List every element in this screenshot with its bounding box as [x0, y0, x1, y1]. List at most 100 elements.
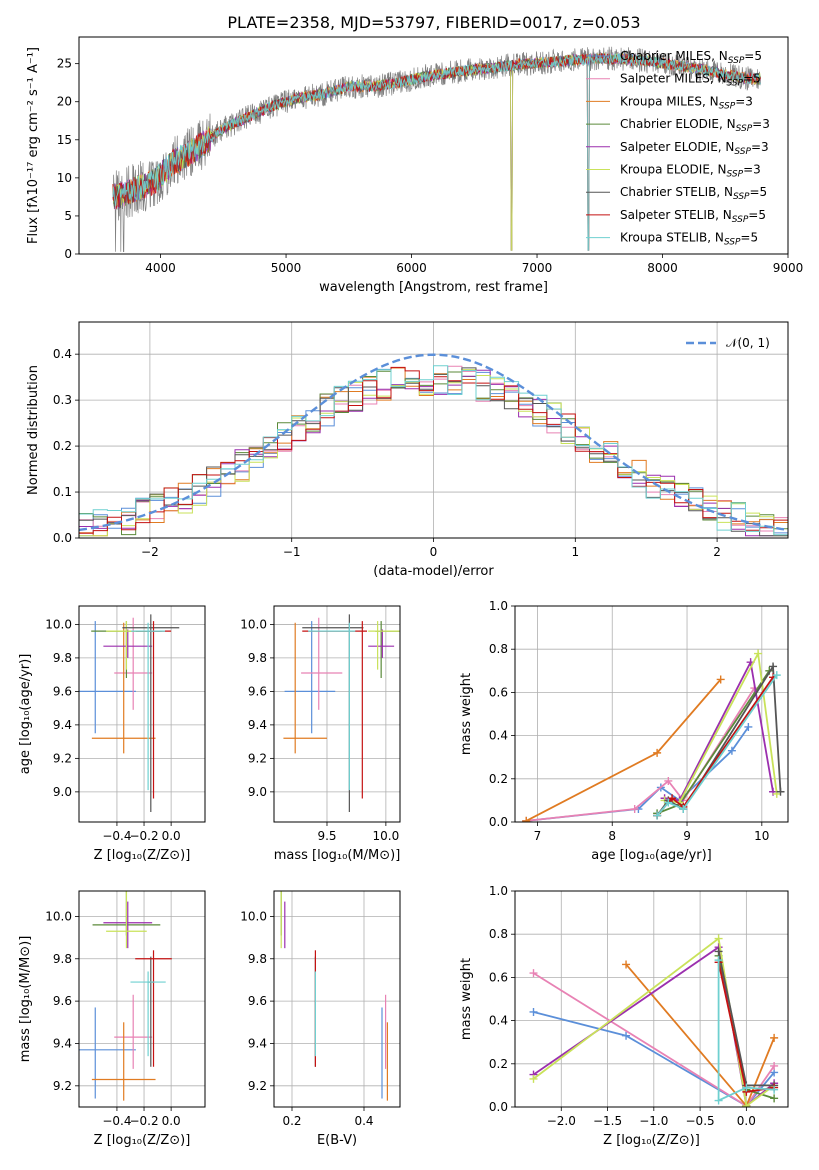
x-tick-label: 5000 [271, 261, 302, 275]
series-marker [622, 960, 631, 969]
axes-frame [514, 605, 789, 823]
x-axis-label: wavelength [Angstrom, rest frame] [319, 280, 548, 295]
weight-series [653, 671, 781, 820]
series-marker [522, 816, 531, 822]
y-tick-label: 1.0 [489, 884, 508, 898]
x-tick-label: 0.2 [282, 1114, 301, 1128]
series-marker [770, 1085, 779, 1094]
y-tick-label: 0.8 [489, 927, 508, 941]
series-marker [772, 671, 781, 680]
y-tick-label: 9.2 [248, 751, 267, 765]
legend-sub: SSP [727, 170, 744, 180]
series-line [656, 676, 774, 817]
legend-entry: Kroupa MILES, NSSP=3 [620, 94, 753, 111]
error-cross [79, 621, 136, 734]
y-tick-label: 15 [57, 133, 72, 147]
x-tick-label: 0.0 [737, 1114, 756, 1128]
y-tick-label: 0 [64, 247, 72, 261]
legend-entry: Kroupa STELIB, NSSP=5 [620, 231, 758, 248]
plot-area [79, 353, 788, 537]
error-cross [91, 1022, 156, 1101]
error-cross [301, 617, 343, 710]
x-tick-label: 10.0 [373, 829, 400, 843]
y-tick-label: 0.3 [53, 393, 72, 407]
y-tick-label: 0.0 [53, 531, 72, 545]
y-tick-label: 9.0 [248, 785, 267, 799]
error-cross [135, 950, 172, 1067]
x-axis-label: Z [log₁₀(Z/Z⊙)] [94, 848, 191, 863]
legend-sub: SSP [719, 101, 736, 111]
y-tick-label: 10.0 [240, 617, 267, 631]
x-tick-label: 0 [430, 545, 438, 559]
histogram-step [79, 369, 788, 537]
legend-text: Kroupa STELIB, N [620, 231, 724, 245]
error-cross [122, 614, 180, 812]
x-tick-label: −0.2 [129, 829, 158, 843]
y-tick-label: 9.6 [248, 684, 267, 698]
legend-sub: SSP [732, 215, 749, 225]
spectrum-title: PLATE=2358, MJD=53797, FIBERID=0017, z=0… [227, 13, 640, 32]
legend-text: Chabrier ELODIE, N [620, 117, 736, 131]
legend-tail: =5 [750, 185, 768, 199]
weight-series [653, 673, 778, 820]
legend-entry: Kroupa ELODIE, NSSP=3 [620, 163, 761, 180]
panel-age_vs_mass: 9.5 10.0 9.0 9.2 9.4 9.6 9.8 10.0 mass [log₁₀(M/… [240, 605, 401, 863]
error-cross [106, 891, 147, 949]
series-marker [529, 1074, 538, 1083]
x-tick-label: −2 [141, 545, 159, 559]
series-marker [776, 787, 785, 796]
y-tick-label: 9.6 [248, 994, 267, 1008]
y-tick-label: 20 [57, 95, 72, 109]
panel-mass_vs_EBV: 0.2 0.4 9.2 9.4 9.6 9.8 10.0 E(B-V) [240, 890, 401, 1148]
x-axis-label: Z [log₁₀(Z/Z⊙)] [94, 1133, 191, 1148]
y-tick-label: 10.0 [240, 909, 267, 923]
x-tick-label: 7000 [522, 261, 553, 275]
legend-sub: SSP [724, 238, 741, 248]
y-tick-label: 9.6 [53, 684, 72, 698]
axes-frame [273, 605, 401, 823]
series-marker [714, 947, 723, 956]
y-axis-label: mass weight [459, 958, 474, 1040]
y-axis-label: mass weight [459, 673, 474, 755]
series-marker [653, 748, 662, 757]
legend-entry: Chabrier MILES, NSSP=5 [620, 49, 762, 66]
series-marker [529, 1007, 538, 1016]
y-tick-label: 9.4 [248, 1036, 267, 1050]
legend-entry: 𝒩(0, 1) [726, 336, 770, 350]
error-cross [368, 629, 395, 658]
axes-frame [273, 890, 401, 1108]
error-cross [79, 1007, 136, 1099]
legend-text: Salpeter STELIB, N [620, 208, 732, 222]
x-tick-label: −0.4 [102, 1114, 131, 1128]
legend-sub: SSP [736, 124, 753, 134]
y-tick-label: 9.4 [53, 718, 72, 732]
x-axis-label: mass [log₁₀(M/M⊙)] [274, 848, 401, 863]
legend-text: Salpeter ELODIE, N [620, 140, 734, 154]
y-tick-label: 0.2 [489, 1057, 508, 1071]
y-tick-label: 0.8 [489, 642, 508, 656]
x-tick-label: 0.4 [354, 1114, 373, 1128]
y-tick-label: 9.8 [53, 651, 72, 665]
y-tick-label: 9.0 [53, 785, 72, 799]
legend-tail: =3 [751, 140, 769, 154]
series-marker [770, 1033, 779, 1042]
x-tick-label: 1 [571, 545, 579, 559]
y-tick-label: 0.1 [53, 485, 72, 499]
y-tick-label: 0.6 [489, 970, 508, 984]
y-tick-label: 0.6 [489, 685, 508, 699]
x-tick-label: 0.0 [162, 1114, 181, 1128]
error-cross [283, 622, 327, 754]
legend-sub: SSP [733, 192, 750, 202]
panel-residuals: −2 −1 0 1 2 0.0 0.1 0.2 0.3 0.4 (data-model)/error… [26, 321, 789, 579]
x-tick-label: −2.0 [547, 1114, 576, 1128]
y-tick-label: 9.8 [248, 952, 267, 966]
legend-entry: Salpeter STELIB, NSSP=5 [620, 208, 766, 225]
y-tick-label: 10 [57, 171, 72, 185]
y-tick-label: 10.0 [45, 617, 72, 631]
panel-mass_vs_Z: −0.4−0.2 0.0 9.2 9.4 9.6 9.8 10.0 Z [log₁₀(Z/Z⊙… [18, 890, 206, 1148]
x-tick-label: −0.5 [686, 1114, 715, 1128]
y-tick-label: 1.0 [489, 599, 508, 613]
x-tick-label: 8000 [647, 261, 678, 275]
series-marker [630, 805, 639, 814]
